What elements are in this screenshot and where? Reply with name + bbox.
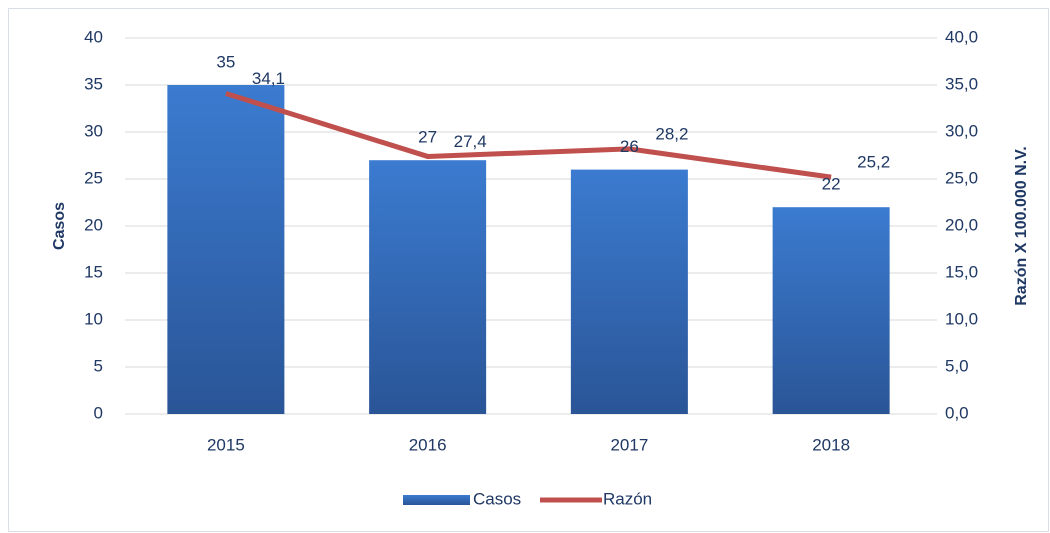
line bbox=[225, 91, 832, 180]
chart-border bbox=[8, 8, 1049, 532]
line-label: 25,2 bbox=[857, 153, 890, 172]
y2-tick-label: 15,0 bbox=[945, 262, 978, 281]
y-tick-label: 0 bbox=[94, 403, 103, 422]
bar bbox=[167, 85, 285, 414]
y-tick-label: 30 bbox=[84, 121, 103, 140]
line-label: 27,4 bbox=[454, 132, 487, 151]
bar-label: 22 bbox=[822, 175, 841, 194]
y-tick-label: 35 bbox=[84, 74, 103, 93]
y-tick-label: 15 bbox=[84, 262, 103, 281]
bar bbox=[570, 169, 688, 414]
y-tick-label: 10 bbox=[84, 309, 103, 328]
x-tick-label: 2015 bbox=[207, 435, 245, 454]
y-tick-label: 5 bbox=[94, 356, 103, 375]
line-label: 34,1 bbox=[252, 69, 285, 88]
x-tick-label: 2018 bbox=[812, 435, 850, 454]
x-tick-label: 2016 bbox=[409, 435, 447, 454]
y2-tick-label: 0,0 bbox=[945, 403, 969, 422]
bar-label: 27 bbox=[418, 128, 437, 147]
bar-label: 35 bbox=[216, 52, 235, 71]
line-label: 28,2 bbox=[655, 124, 688, 143]
y2-tick-label: 5,0 bbox=[945, 356, 969, 375]
bar-label: 26 bbox=[620, 137, 639, 156]
x-tick-label: 2017 bbox=[610, 435, 648, 454]
y2-tick-label: 30,0 bbox=[945, 121, 978, 140]
bar bbox=[369, 160, 487, 414]
legend-label: Razón bbox=[603, 489, 652, 508]
y-tick-label: 20 bbox=[84, 215, 103, 234]
y2-tick-label: 10,0 bbox=[945, 309, 978, 328]
legend-swatch bbox=[403, 495, 470, 505]
legend-label: Casos bbox=[473, 489, 521, 508]
y2-tick-label: 40,0 bbox=[945, 27, 978, 46]
y-tick-label: 40 bbox=[84, 27, 103, 46]
y-axis-title: Casos bbox=[51, 202, 68, 250]
y2-axis-title: Razón X 100.000 N.V. bbox=[1013, 146, 1030, 306]
y2-tick-label: 35,0 bbox=[945, 74, 978, 93]
y2-tick-label: 25,0 bbox=[945, 168, 978, 187]
y-tick-label: 25 bbox=[84, 168, 103, 187]
bar bbox=[772, 207, 890, 414]
y2-tick-label: 20,0 bbox=[945, 215, 978, 234]
